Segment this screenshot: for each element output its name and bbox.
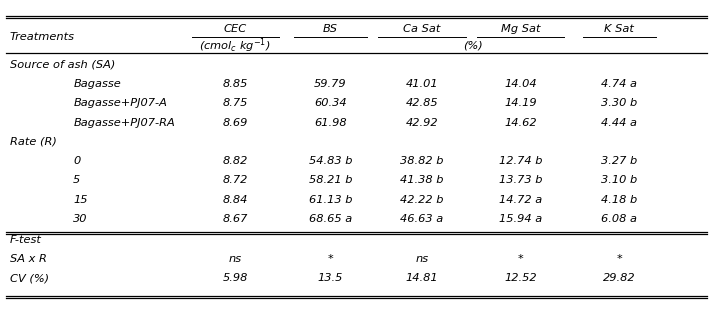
- Text: 0: 0: [73, 156, 80, 166]
- Text: CEC: CEC: [224, 24, 247, 34]
- Text: 61.13 b: 61.13 b: [309, 195, 352, 204]
- Text: 14.04: 14.04: [504, 79, 537, 89]
- Text: 8.67: 8.67: [222, 214, 248, 224]
- Text: 42.85: 42.85: [405, 98, 438, 108]
- Text: 46.63 a: 46.63 a: [400, 214, 444, 224]
- Text: 15.94 a: 15.94 a: [499, 214, 542, 224]
- Text: Treatments: Treatments: [10, 32, 75, 42]
- Text: 29.82: 29.82: [603, 273, 635, 283]
- Text: 8.84: 8.84: [222, 195, 248, 204]
- Text: 60.34: 60.34: [314, 98, 346, 108]
- Text: 15: 15: [73, 195, 88, 204]
- Text: *: *: [327, 254, 333, 264]
- Text: ns: ns: [229, 254, 242, 264]
- Text: 8.85: 8.85: [222, 79, 248, 89]
- Text: 8.69: 8.69: [222, 118, 248, 128]
- Text: 4.44 a: 4.44 a: [601, 118, 637, 128]
- Text: 5: 5: [73, 175, 80, 185]
- Text: 41.38 b: 41.38 b: [400, 175, 444, 185]
- Text: CV (%): CV (%): [10, 273, 49, 283]
- Text: F-test: F-test: [10, 235, 42, 245]
- Text: Mg Sat: Mg Sat: [501, 24, 540, 34]
- Text: Bagasse+PJ07-A: Bagasse+PJ07-A: [73, 98, 167, 108]
- Text: 13.5: 13.5: [317, 273, 343, 283]
- Text: 8.75: 8.75: [222, 98, 248, 108]
- Text: 3.10 b: 3.10 b: [601, 175, 638, 185]
- Text: (cmol$_c$ kg$^{-1}$): (cmol$_c$ kg$^{-1}$): [200, 36, 271, 55]
- Text: 5.98: 5.98: [222, 273, 248, 283]
- Text: Ca Sat: Ca Sat: [403, 24, 441, 34]
- Text: Bagasse: Bagasse: [73, 79, 121, 89]
- Text: Bagasse+PJ07-RA: Bagasse+PJ07-RA: [73, 118, 175, 128]
- Text: 14.81: 14.81: [405, 273, 438, 283]
- Text: 14.72 a: 14.72 a: [499, 195, 542, 204]
- Text: 3.30 b: 3.30 b: [601, 98, 638, 108]
- Text: 8.82: 8.82: [222, 156, 248, 166]
- Text: 61.98: 61.98: [314, 118, 346, 128]
- Text: 68.65 a: 68.65 a: [309, 214, 352, 224]
- Text: 38.82 b: 38.82 b: [400, 156, 444, 166]
- Text: Source of ash (SA): Source of ash (SA): [10, 60, 115, 70]
- Text: 58.21 b: 58.21 b: [309, 175, 352, 185]
- Text: 13.73 b: 13.73 b: [499, 175, 542, 185]
- Text: *: *: [518, 254, 523, 264]
- Text: 6.08 a: 6.08 a: [601, 214, 637, 224]
- Text: Rate (R): Rate (R): [10, 137, 57, 147]
- Text: 14.62: 14.62: [504, 118, 537, 128]
- Text: 42.22 b: 42.22 b: [400, 195, 444, 204]
- Text: 4.18 b: 4.18 b: [601, 195, 638, 204]
- Text: 12.74 b: 12.74 b: [499, 156, 542, 166]
- Text: 3.27 b: 3.27 b: [601, 156, 638, 166]
- Text: SA x R: SA x R: [10, 254, 47, 264]
- Text: 4.74 a: 4.74 a: [601, 79, 637, 89]
- Text: 8.72: 8.72: [222, 175, 248, 185]
- Text: 14.19: 14.19: [504, 98, 537, 108]
- Text: 54.83 b: 54.83 b: [309, 156, 352, 166]
- Text: (%): (%): [463, 41, 483, 51]
- Text: K Sat: K Sat: [604, 24, 634, 34]
- Text: 30: 30: [73, 214, 88, 224]
- Text: *: *: [616, 254, 622, 264]
- Text: 12.52: 12.52: [504, 273, 537, 283]
- Text: BS: BS: [323, 24, 338, 34]
- Text: ns: ns: [415, 254, 428, 264]
- Text: 59.79: 59.79: [314, 79, 346, 89]
- Text: 42.92: 42.92: [405, 118, 438, 128]
- Text: 41.01: 41.01: [405, 79, 438, 89]
